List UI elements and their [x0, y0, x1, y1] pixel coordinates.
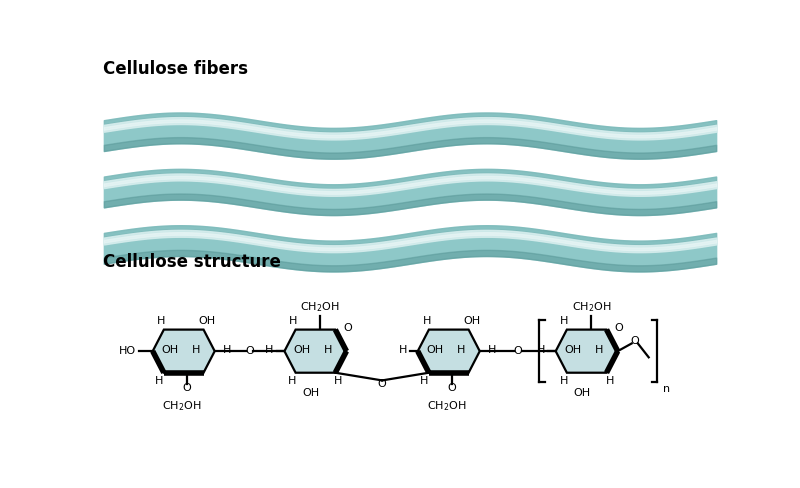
Text: $\mathregular{CH_2OH}$: $\mathregular{CH_2OH}$	[571, 301, 611, 314]
Text: OH: OH	[574, 388, 590, 398]
Text: H: H	[560, 316, 569, 326]
Text: O: O	[630, 336, 639, 346]
Text: OH: OH	[302, 388, 319, 398]
Text: O: O	[378, 379, 386, 389]
Text: H: H	[559, 376, 568, 386]
Polygon shape	[418, 329, 480, 373]
Text: H: H	[288, 376, 297, 386]
Text: H: H	[289, 316, 298, 326]
Text: H: H	[158, 316, 166, 326]
Text: $\mathregular{CH_2OH}$: $\mathregular{CH_2OH}$	[162, 400, 202, 413]
Text: OH: OH	[463, 316, 480, 326]
Text: H: H	[334, 376, 342, 386]
Text: O: O	[514, 346, 522, 356]
Text: O: O	[614, 323, 623, 333]
Text: H: H	[266, 346, 274, 355]
Text: $\mathregular{CH_2OH}$: $\mathregular{CH_2OH}$	[300, 301, 340, 314]
Text: OH: OH	[564, 345, 582, 355]
Text: HO: HO	[118, 346, 136, 356]
Text: H: H	[422, 316, 430, 326]
Text: H: H	[457, 345, 466, 355]
Text: Cellulose fibers: Cellulose fibers	[103, 60, 248, 78]
Text: OH: OH	[198, 316, 215, 326]
Text: OH: OH	[161, 345, 178, 355]
Text: O: O	[343, 323, 352, 333]
Text: $\mathregular{CH_2OH}$: $\mathregular{CH_2OH}$	[427, 400, 467, 413]
Text: H: H	[398, 346, 407, 355]
Text: O: O	[447, 383, 456, 393]
Text: H: H	[420, 376, 429, 386]
Text: H: H	[537, 346, 545, 355]
Text: n: n	[662, 384, 670, 393]
Text: OH: OH	[426, 345, 443, 355]
Text: Cellulose structure: Cellulose structure	[103, 253, 281, 271]
Text: O: O	[246, 346, 254, 356]
Polygon shape	[556, 329, 618, 373]
Text: H: H	[192, 345, 200, 355]
Text: OH: OH	[293, 345, 310, 355]
Text: H: H	[324, 345, 332, 355]
Text: H: H	[595, 345, 603, 355]
Text: H: H	[606, 376, 614, 386]
Text: H: H	[222, 345, 231, 355]
Polygon shape	[285, 329, 346, 373]
Text: H: H	[487, 345, 496, 355]
Polygon shape	[153, 329, 214, 373]
Text: O: O	[182, 383, 191, 393]
Text: H: H	[155, 376, 163, 386]
